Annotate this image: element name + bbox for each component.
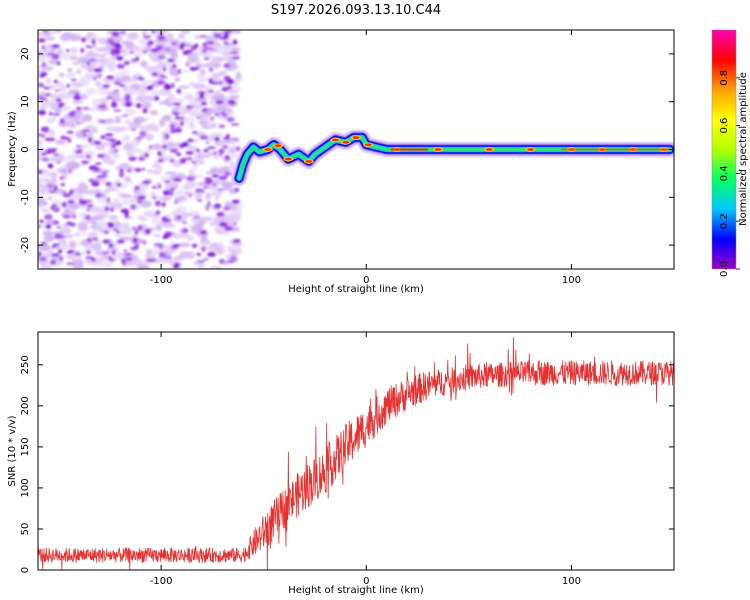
- colorbar-tick-label: 0.6: [719, 118, 730, 134]
- colorbar-scale: [712, 30, 736, 269]
- colorbar-tick: 0.6: [719, 118, 740, 134]
- ridge-peak-core: [274, 144, 282, 147]
- ridge-peak-core: [305, 160, 313, 163]
- spectrogram-x-tick-label: 0: [363, 275, 369, 286]
- colorbar-tick-label: 0.2: [719, 213, 730, 229]
- snr-y-axis-title: SNR (10 * v/v): [7, 415, 18, 486]
- spectrogram-y-tick-label: 10: [20, 95, 31, 108]
- colorbar-ticks: 0.0 0.2 0.4 0.6 0.8: [719, 70, 740, 277]
- snr-x-tick-label: 0: [363, 576, 369, 587]
- snr-x-tick-label: -100: [150, 576, 173, 587]
- spectrogram-x-tick: -100: [150, 30, 173, 286]
- spectrogram-x-tick: 0: [363, 30, 369, 286]
- spectrogram-y-ticks: -20 -10 0 10 20: [20, 48, 674, 253]
- snr-y-tick: 0: [20, 567, 674, 573]
- spectrogram-x-tick: 100: [562, 30, 581, 286]
- colorbar-frame: [711, 29, 737, 270]
- spectrogram-x-tick-label: 100: [562, 275, 581, 286]
- spectrogram-y-tick-label: 20: [20, 48, 31, 61]
- snr-x-tick: 100: [562, 332, 581, 587]
- frequency-ridge: [231, 129, 674, 187]
- snr-frame: [37, 331, 675, 571]
- ridge-peak-core: [364, 143, 372, 147]
- colorbar: 0.0 0.2 0.4 0.6 0.8 Normalized spectral ampl…: [711, 29, 749, 277]
- ridge-peak-core: [264, 148, 272, 151]
- colorbar-tick-label: 0.4: [719, 165, 730, 181]
- spectrogram-y-tick: 10: [20, 95, 674, 108]
- snr-y-tick-label: 100: [20, 478, 31, 497]
- ridge-peak-core: [284, 157, 292, 161]
- spectrogram-y-tick: 0: [20, 146, 674, 153]
- spectrogram-x-ticks: -100 0 100: [150, 30, 581, 286]
- colorbar-tick: 0.4: [719, 165, 740, 181]
- colorbar-label: Normalized spectral amplitude: [738, 72, 749, 226]
- spectrogram-y-axis-title: Frequency (Hz): [7, 111, 18, 187]
- snr-y-tick: 50: [20, 523, 674, 536]
- snr-y-ticks: 0 50 100 150 200 250: [20, 355, 674, 573]
- noise-region: [38, 30, 244, 269]
- spectrogram-y-tick: -20: [20, 237, 674, 253]
- snr-panel: -100 0 100 0 50 100 150 200 250 Height of strai…: [7, 331, 675, 596]
- snr-y-tick: 100: [20, 478, 674, 497]
- snr-y-tick-label: 250: [20, 355, 31, 374]
- colorbar-tick-label: 0.8: [719, 70, 730, 86]
- ridge-peak-core: [526, 148, 534, 151]
- spectrogram-x-tick-label: -100: [150, 275, 173, 286]
- ridge-peak-core: [331, 138, 339, 142]
- snr-x-tick: -100: [150, 332, 173, 587]
- snr-x-axis-title: Height of straight line (km): [288, 585, 424, 596]
- colorbar-tick: 0.8: [719, 70, 740, 86]
- snr-y-tick: 150: [20, 437, 674, 456]
- ridge-peak-core: [485, 148, 493, 151]
- snr-y-tick-label: 200: [20, 396, 31, 415]
- snr-x-tick: 0: [363, 332, 369, 587]
- snr-series-line: [38, 337, 674, 570]
- spectrogram-y-tick: 20: [20, 48, 674, 61]
- colorbar-tick: 0.2: [719, 213, 740, 229]
- snr-x-tick-label: 100: [562, 576, 581, 587]
- snr-y-tick-label: 50: [20, 523, 31, 536]
- snr-y-tick: 250: [20, 355, 674, 374]
- colorbar-tick: 0.0: [719, 261, 740, 277]
- colorbar-tick-label: 0.0: [719, 261, 730, 277]
- snr-y-tick: 200: [20, 396, 674, 415]
- spectrogram-x-axis-title: Height of straight line (km): [288, 284, 424, 295]
- spectrogram-y-tick-label: 0: [20, 146, 31, 152]
- spectrogram-y-tick-label: -20: [20, 237, 31, 253]
- ridge-peak-core: [434, 148, 442, 151]
- snr-y-tick-label: 0: [20, 567, 31, 573]
- ridge-band-5: [237, 136, 672, 180]
- snr-x-ticks: -100 0 100: [150, 332, 581, 587]
- figure-title: S197.2026.093.13.10.C44: [271, 3, 441, 18]
- spectrogram-y-tick-label: -10: [20, 189, 31, 205]
- spectrogram-y-tick: -10: [20, 189, 674, 205]
- snr-y-tick-label: 150: [20, 437, 31, 456]
- ridge-peak-core: [342, 141, 350, 144]
- ridge-peak-core: [352, 136, 360, 139]
